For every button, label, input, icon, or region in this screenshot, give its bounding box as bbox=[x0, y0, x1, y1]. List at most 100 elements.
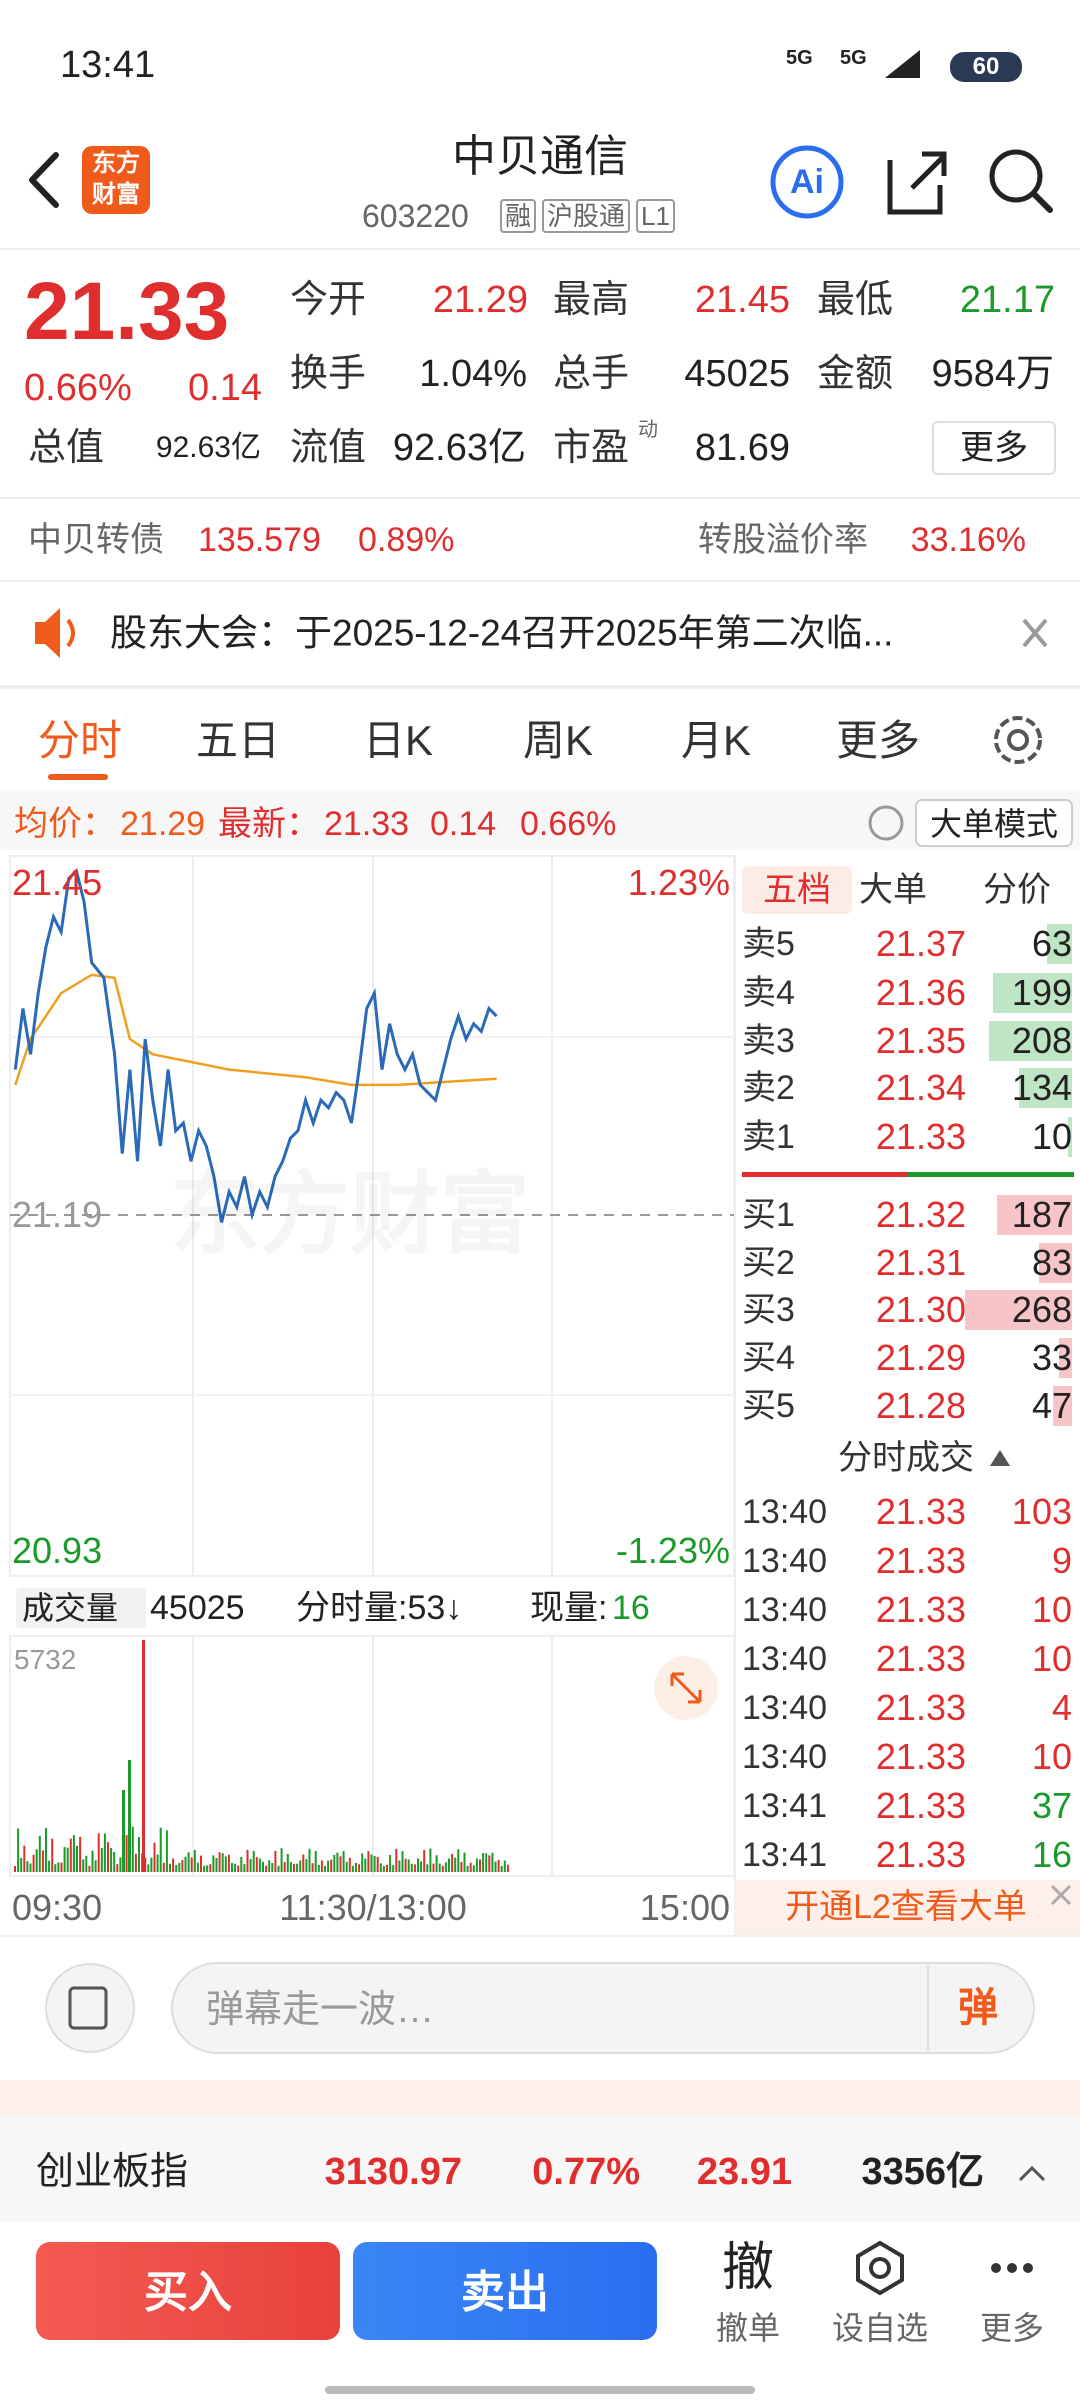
field-label: 今开 bbox=[290, 279, 367, 321]
mode-button[interactable]: 大单模式 bbox=[929, 806, 1059, 842]
volume-bar bbox=[100, 1847, 103, 1872]
tab[interactable]: 更多 bbox=[835, 717, 921, 764]
volume-bar bbox=[32, 1854, 35, 1872]
field-value: 21.29 bbox=[432, 279, 528, 321]
volume-bar bbox=[432, 1863, 435, 1872]
volume-bar bbox=[423, 1849, 426, 1872]
volume-bar bbox=[286, 1853, 289, 1872]
volume-bar bbox=[1018, 1068, 1072, 1108]
volume-bar bbox=[451, 1853, 454, 1872]
stock-title: 中贝通信 bbox=[452, 132, 628, 181]
trade-vol: 10 bbox=[1031, 1589, 1072, 1630]
volume-bar bbox=[392, 1865, 395, 1872]
volume-bar bbox=[178, 1862, 181, 1872]
volume-bar bbox=[500, 1865, 503, 1872]
volume-bar bbox=[324, 1865, 326, 1872]
more-button[interactable]: 更多 bbox=[932, 421, 1056, 475]
book-tab[interactable]: 五档 bbox=[763, 871, 831, 909]
volume-bar bbox=[311, 1863, 314, 1872]
bond-pct: 0.89% bbox=[358, 521, 455, 559]
volume-bar bbox=[997, 1195, 1072, 1235]
cancel-icon[interactable]: 撤 bbox=[721, 2239, 775, 2297]
intraday-line bbox=[13, 868, 498, 1223]
volume-bar bbox=[190, 1857, 193, 1872]
notice[interactable]: 股东大会：于2025-12-24召开2025年第二次临... bbox=[110, 612, 894, 654]
volume-bar bbox=[138, 1837, 140, 1872]
volume-bar bbox=[448, 1858, 450, 1872]
volume-bar bbox=[1053, 1386, 1072, 1426]
volume-bar bbox=[85, 1855, 88, 1872]
volume-bar bbox=[472, 1865, 475, 1872]
logo-text: 东方 bbox=[92, 150, 140, 177]
comment-input[interactable]: 弹幕走一波… bbox=[206, 1989, 435, 2031]
volume-bar bbox=[82, 1859, 85, 1872]
volume-bar bbox=[94, 1860, 97, 1872]
trade-time: 13:40 bbox=[742, 1640, 828, 1678]
time-label: 15:00 bbox=[639, 1887, 730, 1928]
volume-bar bbox=[265, 1865, 268, 1872]
volume-bar bbox=[457, 1849, 460, 1872]
tab[interactable]: 日K bbox=[362, 717, 434, 764]
volume-bar bbox=[175, 1865, 178, 1872]
trade-time: 13:40 bbox=[742, 1591, 828, 1629]
tab[interactable]: 月K bbox=[680, 717, 752, 764]
book-tab[interactable]: 分价 bbox=[983, 871, 1051, 909]
bond-name: 中贝转债 bbox=[28, 521, 164, 559]
volume-bar bbox=[23, 1845, 26, 1872]
book-label: 卖2 bbox=[742, 1069, 795, 1107]
ai-icon[interactable]: Ai bbox=[790, 163, 824, 201]
volume-bar bbox=[413, 1864, 416, 1872]
volume-bar bbox=[218, 1852, 221, 1872]
volume-bar bbox=[150, 1857, 153, 1872]
volume-bar bbox=[463, 1852, 466, 1872]
volume-bar bbox=[342, 1851, 345, 1872]
book-price: 21.35 bbox=[875, 1020, 966, 1061]
volume-bar bbox=[355, 1862, 357, 1872]
field-value: 21.45 bbox=[694, 279, 790, 321]
volume-bar bbox=[475, 1858, 478, 1872]
axis-label: 20.93 bbox=[12, 1530, 103, 1571]
volume-bar bbox=[389, 1854, 392, 1872]
volume-bar bbox=[488, 1855, 491, 1872]
minute-vol: 分时量:53↓ bbox=[296, 1589, 463, 1627]
tab[interactable]: 周K bbox=[522, 717, 594, 764]
volume-bar bbox=[1046, 924, 1072, 964]
volume-bar bbox=[351, 1865, 354, 1872]
volume-bar bbox=[404, 1858, 407, 1872]
info-avg: 21.29 bbox=[120, 805, 206, 843]
field-value: 21.17 bbox=[959, 279, 1055, 321]
volume-bar bbox=[116, 1864, 119, 1872]
volume-bar bbox=[274, 1850, 277, 1872]
volume-bar bbox=[169, 1863, 171, 1872]
index-name: 创业板指 bbox=[36, 2151, 189, 2193]
axis-label: 1.23% bbox=[627, 862, 730, 903]
buy-button[interactable]: 买入 bbox=[144, 2268, 232, 2317]
volume-bar bbox=[206, 1865, 209, 1872]
volume-bar bbox=[299, 1860, 302, 1872]
network: 5G bbox=[840, 47, 867, 69]
action-label[interactable]: 撤单 bbox=[715, 2310, 781, 2346]
volume-bar bbox=[376, 1856, 379, 1872]
action-label[interactable]: 设自选 bbox=[831, 2310, 929, 2346]
action-label[interactable]: 更多 bbox=[979, 2310, 1045, 2346]
volume-bar bbox=[224, 1856, 227, 1872]
tab[interactable]: 五日 bbox=[195, 717, 281, 764]
barrage-button[interactable]: 弹 bbox=[958, 1986, 998, 2030]
trade-time: 13:40 bbox=[742, 1493, 828, 1531]
trade-vol: 37 bbox=[1031, 1785, 1072, 1826]
l2-banner[interactable]: 开通L2查看大单 bbox=[785, 1888, 1027, 1926]
trade-time: 13:40 bbox=[742, 1542, 828, 1580]
volume-bar bbox=[147, 1864, 150, 1872]
volume-bar bbox=[429, 1848, 432, 1872]
volume-bar bbox=[57, 1862, 60, 1872]
tab[interactable]: 分时 bbox=[37, 717, 123, 764]
info-latest-label: 最新： bbox=[218, 805, 320, 843]
sell-button[interactable]: 卖出 bbox=[461, 2268, 549, 2317]
tag: L1 bbox=[636, 199, 675, 233]
field-label: 最低 bbox=[817, 279, 894, 321]
book-vol: 268 bbox=[1011, 1289, 1072, 1330]
volume-bar bbox=[317, 1864, 320, 1872]
book-tab[interactable]: 大单 bbox=[859, 871, 927, 909]
volume-bar bbox=[1038, 1243, 1072, 1283]
book-price: 21.37 bbox=[875, 923, 966, 964]
